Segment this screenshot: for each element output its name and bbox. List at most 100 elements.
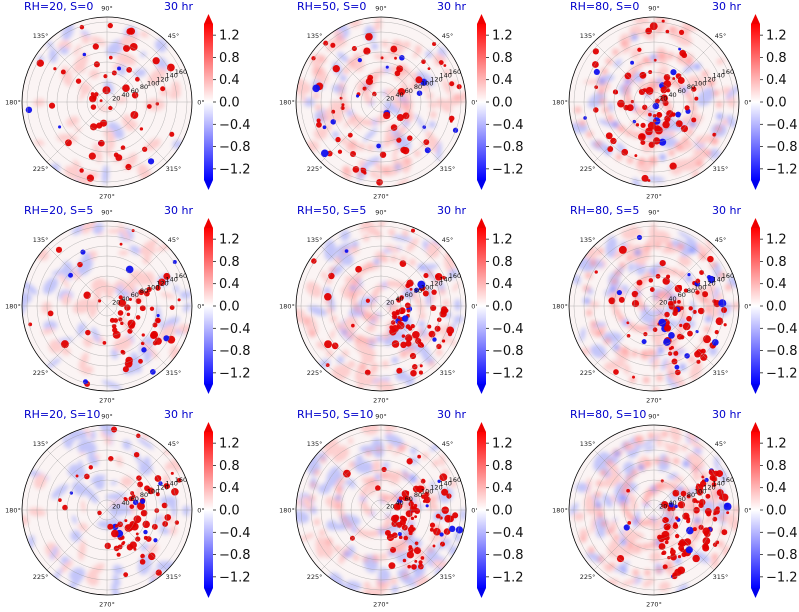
radial-tick-label: 100 — [147, 79, 159, 87]
angle-tick-label: 90° — [101, 5, 113, 13]
colorbar: 1.2 0.8 0.4 0.0 −0.4 −0.8 −1.2 — [204, 14, 251, 190]
radial-tick-label: 160 — [449, 272, 461, 280]
angle-tick-label: 135° — [33, 440, 49, 448]
radial-grid — [22, 17, 192, 187]
polar-field — [296, 17, 466, 187]
colorbar-tick-label: 1.2 — [492, 29, 513, 44]
angle-tick-label: 180° — [552, 99, 568, 107]
radial-tick-label: 60 — [131, 495, 139, 503]
panel-title: RH=80, S=10 — [570, 408, 646, 421]
panel: RH=20, S=0 30 hr 90° 45° 0° 315° 270° 225° 180° 1… — [5, 0, 250, 201]
panel-title: RH=20, S=5 — [24, 204, 93, 217]
colorbar-tick-label: −1.2 — [766, 366, 798, 381]
angle-tick-label: 315° — [713, 165, 729, 173]
radial-tick-label: 60 — [131, 291, 139, 299]
angle-tick-label: 0° — [197, 507, 204, 515]
colorbar-tick-label: 0.4 — [492, 481, 513, 496]
radial-tick-label: 60 — [678, 291, 686, 299]
radial-tick-label: 100 — [421, 283, 433, 291]
colorbar-tick-label: −0.8 — [219, 140, 251, 155]
colorbar-tick-label: 1.2 — [492, 233, 513, 248]
colorbar: 1.2 0.8 0.4 0.0 −0.4 −0.8 −1.2 — [477, 218, 524, 394]
panel-title: RH=50, S=10 — [297, 408, 373, 421]
radial-tick-label: 120 — [703, 484, 715, 492]
colorbar-tick-label: 1.2 — [766, 437, 787, 452]
polar-frame — [568, 424, 740, 596]
panel-time-label: 30 hr — [712, 0, 741, 13]
colorbar-tick-label: 0.4 — [219, 481, 240, 496]
angle-tick-label: 0° — [471, 303, 478, 311]
colorbar: 1.2 0.8 0.4 0.0 −0.4 −0.8 −1.2 — [751, 218, 798, 394]
radial-tick-label: 120 — [430, 76, 442, 84]
angle-tick-label: 270° — [99, 601, 115, 609]
colorbar-tick-label: −1.2 — [492, 366, 524, 381]
radial-tick-label: 160 — [175, 476, 187, 484]
radial-tick-label: 120 — [430, 484, 442, 492]
radial-tick-label: 80 — [140, 287, 148, 295]
colorbar: 1.2 0.8 0.4 0.0 −0.4 −0.8 −1.2 — [204, 422, 251, 598]
angle-tick-label: 90° — [375, 5, 387, 13]
panel-title: RH=20, S=10 — [24, 408, 100, 421]
radial-tick-label: 20 — [386, 503, 394, 511]
colorbar-tick-label: 0.8 — [219, 51, 240, 66]
radial-tick-label: 40 — [668, 499, 676, 507]
angle-tick-label: 0° — [471, 507, 478, 515]
colorbar-tick-label: −0.4 — [766, 322, 798, 337]
radial-tick-label: 80 — [414, 287, 422, 295]
radial-tick-label: 140 — [165, 72, 177, 80]
angle-tick-label: 135° — [307, 440, 323, 448]
angle-tick-label: 270° — [99, 193, 115, 201]
radial-tick-label: 120 — [156, 76, 168, 84]
colorbar-tick-label: −0.4 — [219, 322, 251, 337]
panel-time-label: 30 hr — [437, 408, 466, 421]
panel: RH=80, S=5 30 hr 90° 45° 0° 315° 270° 225° 180° 1… — [552, 204, 797, 405]
radial-tick-label: 40 — [668, 295, 676, 303]
colorbar-tick-label: −1.2 — [766, 162, 798, 177]
colorbar-tick-label: 0.0 — [219, 96, 240, 111]
angle-tick-label: 135° — [33, 236, 49, 244]
radial-tick-label: 80 — [687, 83, 695, 91]
radial-tick-label: 120 — [430, 280, 442, 288]
radial-tick-label: 60 — [678, 87, 686, 95]
colorbar-tick-label: −1.2 — [766, 570, 798, 585]
radial-tick-label: 140 — [439, 276, 451, 284]
angle-tick-label: 225° — [33, 369, 49, 377]
angle-tick-label: 180° — [279, 507, 295, 515]
radial-tick-label: 60 — [405, 87, 413, 95]
angle-tick-label: 270° — [373, 193, 389, 201]
radial-grid — [296, 425, 466, 595]
colorbar-tick-label: 0.8 — [219, 459, 240, 474]
colorbar-tick-label: −0.8 — [219, 344, 251, 359]
angle-tick-label: 45° — [168, 440, 180, 448]
angle-tick-label: 135° — [33, 32, 49, 40]
colorbar: 1.2 0.8 0.4 0.0 −0.4 −0.8 −1.2 — [477, 422, 524, 598]
panel: RH=20, S=5 30 hr 90° 45° 0° 315° 270° 225° 180° 1… — [5, 204, 250, 405]
angle-tick-label: 0° — [744, 99, 751, 107]
colorbar-tick-label: −0.4 — [766, 118, 798, 133]
radial-tick-label: 160 — [722, 272, 734, 280]
angle-tick-label: 45° — [715, 32, 727, 40]
radial-tick-label: 120 — [156, 484, 168, 492]
angle-tick-label: 270° — [646, 601, 662, 609]
radial-tick-label: 100 — [147, 487, 159, 495]
radial-tick-label: 80 — [687, 287, 695, 295]
angle-tick-label: 180° — [5, 99, 21, 107]
colorbar-tick-label: −1.2 — [219, 366, 251, 381]
radial-grid — [569, 425, 739, 595]
colorbar-tick-label: −1.2 — [492, 162, 524, 177]
panel-time-label: 30 hr — [437, 0, 466, 13]
panel: RH=80, S=0 30 hr 90° 45° 0° 315° 270° 225° 180° 1… — [552, 0, 797, 201]
colorbar-tick-label: 0.4 — [766, 277, 787, 292]
radial-tick-label: 160 — [722, 476, 734, 484]
angle-tick-label: 90° — [375, 413, 387, 421]
angle-tick-label: 315° — [713, 369, 729, 377]
colorbar-tick-label: 1.2 — [766, 233, 787, 248]
angle-tick-label: 315° — [713, 573, 729, 581]
angle-tick-label: 270° — [646, 397, 662, 405]
angle-tick-label: 0° — [197, 303, 204, 311]
panel: RH=20, S=10 30 hr 90° 45° 0° 315° 270° 225° 180°… — [5, 408, 250, 609]
angle-tick-label: 0° — [744, 303, 751, 311]
polar-frame — [568, 16, 740, 188]
colorbar-tick-label: −0.8 — [766, 548, 798, 563]
colorbar: 1.2 0.8 0.4 0.0 −0.4 −0.8 −1.2 — [751, 422, 798, 598]
